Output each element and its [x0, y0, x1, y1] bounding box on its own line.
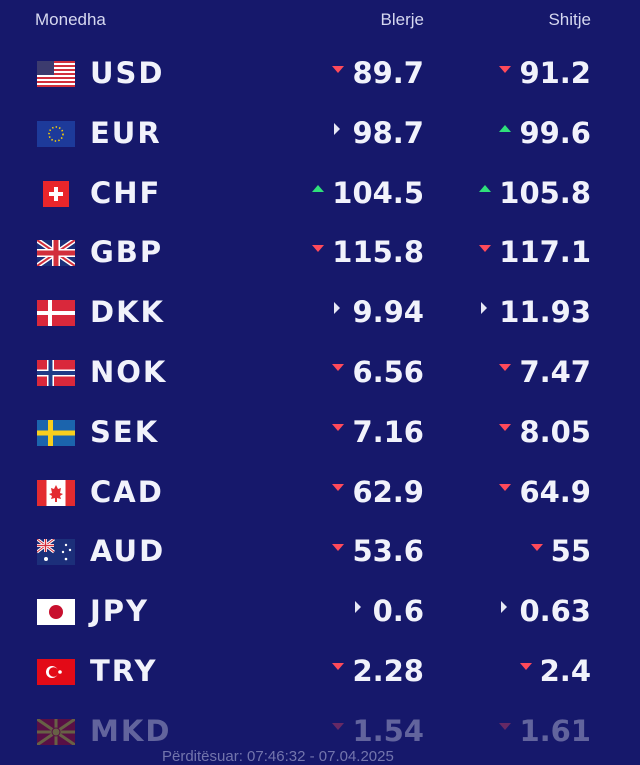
sell-value: 2.4: [519, 654, 591, 688]
norway-flag-icon: [37, 359, 75, 386]
currency-code: CHF: [90, 175, 162, 210]
trend-down-icon: [312, 244, 325, 252]
sell-value: 11.93: [481, 295, 591, 329]
column-header-buy: Blerje: [380, 10, 424, 29]
trend-up-icon: [499, 125, 512, 133]
sell-value: 8.05: [499, 415, 591, 449]
trend-down-icon: [332, 364, 345, 372]
sell-value: 99.6: [499, 116, 591, 150]
australia-flag-icon: [37, 539, 75, 566]
sell-value: 117.1: [479, 235, 591, 269]
trend-down-icon: [499, 424, 512, 432]
trend-down-icon: [479, 244, 492, 252]
currency-code: CAD: [90, 474, 164, 509]
denmark-flag-icon: [37, 300, 75, 327]
sell-value: 91.2: [499, 56, 591, 90]
japan-flag-icon: [37, 599, 75, 626]
rates-list: USD 89.7 91.2 EUR 98.7 99.6 CHF 104.5 10…: [0, 44, 640, 762]
trend-down-icon: [332, 424, 345, 432]
sell-value: 105.8: [479, 176, 591, 210]
sell-value: 1.61: [499, 714, 591, 748]
currency-code: SEK: [90, 414, 160, 449]
currency-code: TRY: [90, 653, 158, 688]
trend-down-icon: [332, 663, 345, 671]
buy-value: 53.6: [332, 534, 424, 568]
rate-row-sek[interactable]: SEK 7.16 8.05: [0, 403, 640, 463]
buy-value: 98.7: [334, 116, 424, 150]
rate-row-nok[interactable]: NOK 6.56 7.47: [0, 343, 640, 403]
trend-flat-icon: [334, 122, 341, 135]
trend-up-icon: [312, 185, 325, 193]
table-header: Monedha Blerje Shitje: [0, 0, 640, 40]
rate-row-gbp[interactable]: GBP 115.8 117.1: [0, 223, 640, 283]
currency-code: DKK: [90, 295, 166, 330]
trend-flat-icon: [501, 601, 508, 614]
rate-row-cad[interactable]: CAD 62.9 64.9: [0, 463, 640, 523]
trend-down-icon: [332, 543, 345, 551]
trend-down-icon: [332, 484, 345, 492]
trend-down-icon: [332, 65, 345, 73]
switzerland-flag-icon: [37, 180, 75, 207]
trend-down-icon: [499, 723, 512, 731]
turkey-flag-icon: [37, 658, 75, 685]
rate-row-mkd[interactable]: MKD 1.54 1.61: [0, 702, 640, 762]
eu-flag-icon: [37, 120, 75, 147]
trend-down-icon: [530, 543, 543, 551]
currency-code: MKD: [90, 713, 172, 748]
sell-value: 0.63: [501, 594, 591, 628]
currency-code: AUD: [90, 534, 166, 569]
buy-value: 1.54: [332, 714, 424, 748]
rate-row-usd[interactable]: USD 89.7 91.2: [0, 44, 640, 104]
rate-row-try[interactable]: TRY 2.28 2.4: [0, 642, 640, 702]
trend-down-icon: [499, 484, 512, 492]
buy-value: 9.94: [334, 295, 424, 329]
currency-code: GBP: [90, 235, 164, 270]
trend-down-icon: [332, 723, 345, 731]
canada-flag-icon: [37, 479, 75, 506]
currency-code: NOK: [90, 354, 168, 389]
sell-value: 55: [530, 534, 591, 568]
column-header-currency: Monedha: [35, 10, 106, 29]
sell-value: 64.9: [499, 475, 591, 509]
buy-value: 7.16: [332, 415, 424, 449]
column-header-sell: Shitje: [548, 10, 591, 29]
currency-code: USD: [90, 56, 165, 90]
buy-value: 2.28: [332, 654, 424, 688]
trend-down-icon: [519, 663, 532, 671]
buy-value: 0.6: [354, 594, 424, 628]
sweden-flag-icon: [37, 419, 75, 446]
trend-flat-icon: [481, 302, 488, 315]
trend-down-icon: [499, 65, 512, 73]
uk-flag-icon: [37, 240, 75, 267]
trend-down-icon: [499, 364, 512, 372]
trend-flat-icon: [354, 601, 361, 614]
buy-value: 62.9: [332, 475, 424, 509]
rate-row-chf[interactable]: CHF 104.5 105.8: [0, 164, 640, 224]
rate-row-aud[interactable]: AUD 53.6 55: [0, 522, 640, 582]
last-updated-text: Përditësuar: 07:46:32 - 07.04.2025: [162, 748, 394, 765]
rate-row-jpy[interactable]: JPY 0.6 0.63: [0, 582, 640, 642]
usa-flag-icon: [37, 61, 75, 87]
rate-row-eur[interactable]: EUR 98.7 99.6: [0, 104, 640, 164]
currency-code: JPY: [90, 594, 150, 629]
buy-value: 104.5: [312, 176, 424, 210]
trend-up-icon: [479, 185, 492, 193]
buy-value: 89.7: [332, 56, 424, 90]
currency-code: EUR: [90, 115, 162, 150]
buy-value: 115.8: [312, 235, 424, 269]
buy-value: 6.56: [332, 355, 424, 389]
macedonia-flag-icon: [37, 718, 75, 745]
trend-flat-icon: [334, 302, 341, 315]
rate-row-dkk[interactable]: DKK 9.94 11.93: [0, 283, 640, 343]
sell-value: 7.47: [499, 355, 591, 389]
